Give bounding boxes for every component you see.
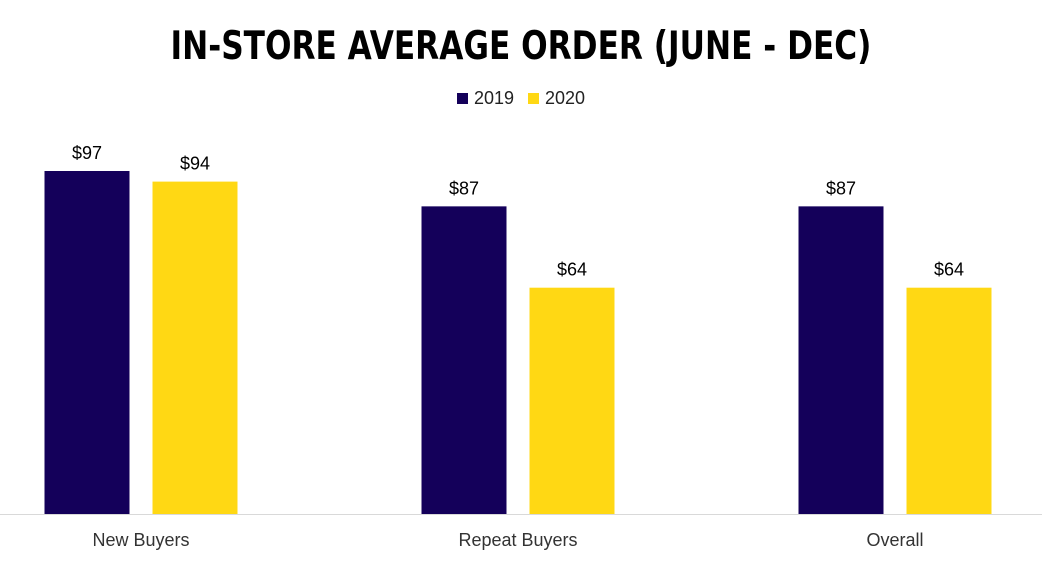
category-label-overall: Overall	[866, 530, 923, 550]
legend-item-2019: 2019	[456, 88, 514, 109]
category-label-repeat-buyers: Repeat Buyers	[458, 530, 577, 550]
bar-2019-repeat-buyers	[421, 206, 507, 514]
bar-2020-new-buyers	[152, 181, 238, 514]
data-label-2019-repeat-buyers: $87	[449, 178, 479, 198]
legend-swatch-2019	[456, 93, 468, 104]
bar-2019-overall	[798, 206, 884, 514]
legend-swatch-2020	[528, 93, 539, 104]
data-label-2020-new-buyers: $94	[180, 154, 210, 174]
legend-label-2020: 2020	[545, 88, 586, 108]
bar-2019-new-buyers	[44, 171, 130, 514]
legend-item-2020: 2020	[528, 88, 585, 109]
data-label-2020-overall: $64	[934, 260, 964, 280]
data-label-2020-repeat-buyers: $64	[557, 260, 587, 280]
bar-2020-overall	[906, 287, 992, 514]
data-label-2019-overall: $87	[826, 178, 856, 198]
chart-title: IN-STORE AVERAGE ORDER (JUNE - DEC)	[170, 24, 872, 69]
bar-2020-repeat-buyers	[529, 287, 615, 514]
data-label-2019-new-buyers: $97	[72, 143, 102, 163]
legend: 2019 2020	[0, 88, 1042, 109]
category-label-new-buyers: New Buyers	[92, 530, 189, 550]
legend-label-2019: 2019	[473, 88, 514, 108]
